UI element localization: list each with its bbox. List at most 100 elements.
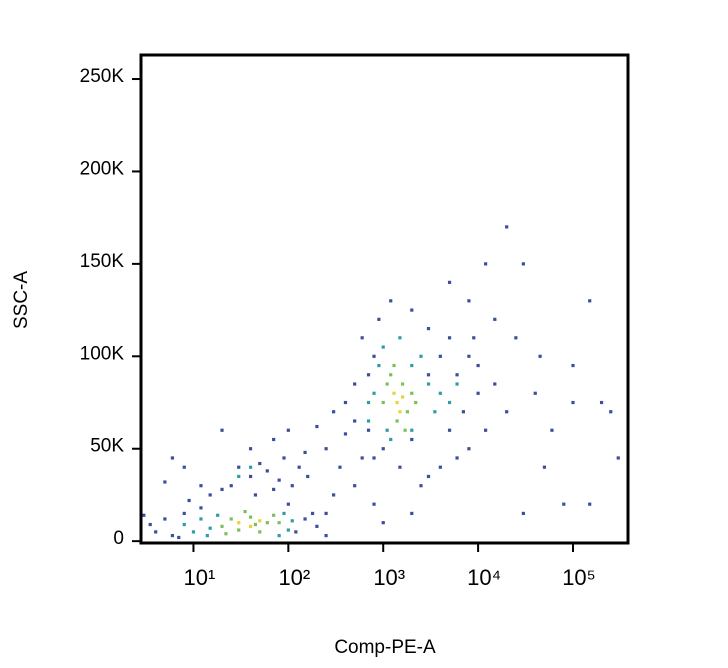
- data-point: [616, 456, 620, 460]
- data-point: [310, 511, 315, 516]
- data-point: [392, 391, 396, 395]
- data-point: [410, 511, 414, 516]
- data-point: [315, 524, 319, 528]
- data-point: [290, 484, 294, 488]
- y-tick-label: 200K: [80, 158, 125, 179]
- data-point: [258, 519, 262, 523]
- data-point: [385, 382, 389, 386]
- data-point: [438, 465, 442, 469]
- data-point: [392, 363, 396, 368]
- data-point: [395, 400, 399, 405]
- data-point: [599, 400, 604, 405]
- data-point: [476, 391, 480, 395]
- data-point: [385, 428, 389, 432]
- data-point: [438, 391, 442, 395]
- y-tick-label: 150K: [80, 251, 125, 272]
- data-point: [199, 484, 203, 488]
- data-point: [248, 515, 253, 519]
- y-axis-title: SSC-A: [11, 271, 32, 329]
- data-point: [229, 484, 233, 488]
- data-point: [182, 522, 186, 527]
- data-point: [265, 521, 269, 525]
- data-point: [484, 262, 488, 266]
- data-point: [191, 530, 196, 534]
- data-point: [315, 424, 319, 429]
- data-point: [303, 517, 307, 521]
- data-point: [366, 419, 371, 423]
- data-point: [324, 511, 328, 516]
- data-point: [467, 354, 471, 358]
- data-point: [398, 465, 402, 469]
- data-point: [447, 400, 452, 405]
- data-point: [410, 437, 414, 442]
- x-tick-label: 10¹: [184, 565, 216, 590]
- data-point: [467, 447, 471, 451]
- data-point: [353, 382, 357, 386]
- data-point: [303, 450, 307, 455]
- data-point: [277, 478, 281, 482]
- data-point: [163, 517, 167, 521]
- data-point: [170, 534, 175, 538]
- data-point: [163, 480, 167, 484]
- data-point: [400, 395, 405, 399]
- data-point: [205, 534, 209, 538]
- data-point: [400, 382, 405, 386]
- data-point: [389, 299, 393, 303]
- data-point: [265, 469, 269, 473]
- data-point: [229, 517, 233, 521]
- data-point: [237, 521, 241, 525]
- data-point: [142, 513, 146, 517]
- data-point: [389, 373, 393, 377]
- x-tick-label: 10⁴: [467, 565, 501, 590]
- x-tick-label: 10⁵: [562, 565, 596, 590]
- data-point: [324, 534, 328, 538]
- data-point: [224, 532, 228, 536]
- data-point: [438, 354, 442, 358]
- data-point: [398, 336, 402, 340]
- data-point: [272, 437, 276, 442]
- y-tick-label: 250K: [80, 66, 125, 87]
- data-point: [533, 391, 537, 395]
- data-point: [237, 528, 241, 532]
- data-point: [521, 262, 525, 266]
- data-point: [588, 502, 592, 506]
- data-point: [248, 524, 253, 528]
- data-point: [433, 410, 437, 414]
- data-point: [332, 410, 336, 414]
- data-point: [290, 519, 294, 523]
- data-point: [220, 524, 224, 528]
- data-point: [395, 419, 399, 423]
- data-point: [297, 465, 301, 469]
- data-point: [403, 428, 407, 432]
- data-point: [237, 474, 241, 479]
- data-point: [286, 428, 290, 432]
- y-tick-label: 50K: [90, 436, 124, 457]
- data-point: [550, 428, 554, 432]
- data-point: [182, 511, 186, 516]
- data-point: [426, 474, 431, 479]
- data-point: [372, 354, 376, 358]
- y-tick-label: 0: [113, 528, 124, 549]
- data-point: [472, 336, 476, 340]
- data-point: [177, 535, 181, 540]
- data-point: [521, 511, 525, 516]
- data-point: [366, 428, 371, 432]
- data-point: [272, 513, 276, 517]
- data-point: [286, 528, 290, 532]
- plot-frame: [139, 53, 630, 545]
- data-point: [258, 461, 262, 466]
- data-point: [419, 354, 423, 358]
- data-point: [476, 363, 480, 368]
- data-point: [455, 382, 459, 386]
- data-point: [505, 225, 509, 229]
- data-point: [170, 456, 175, 460]
- data-point: [282, 511, 286, 516]
- data-point: [398, 410, 402, 414]
- data-point: [381, 345, 385, 349]
- data-point: [366, 373, 371, 377]
- data-point: [243, 509, 247, 514]
- data-point: [187, 498, 191, 503]
- data-point: [248, 447, 253, 451]
- data-point: [248, 474, 253, 479]
- data-point: [505, 410, 509, 414]
